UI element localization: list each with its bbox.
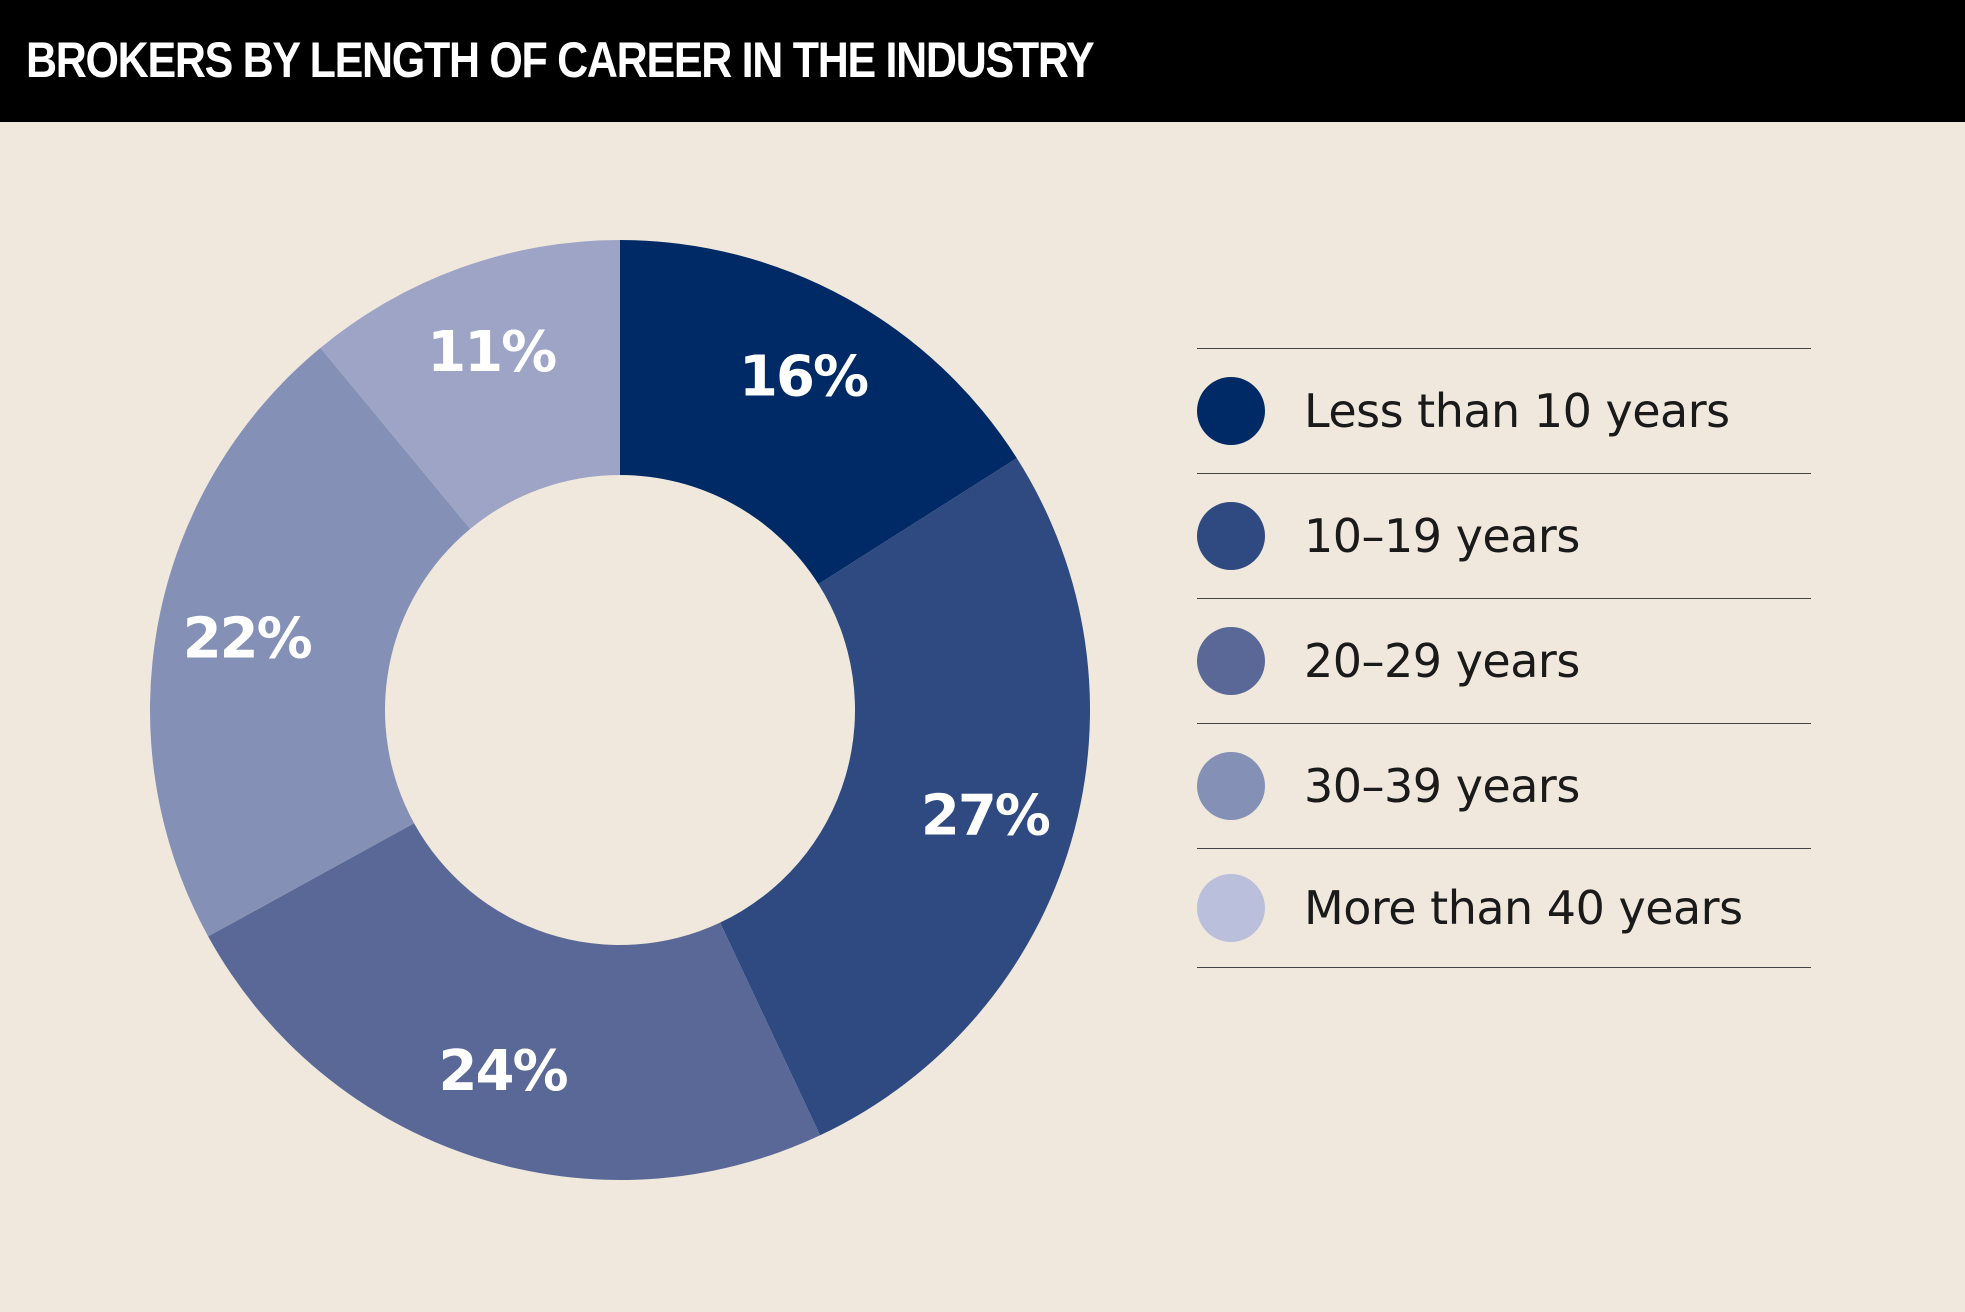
donut-slice-2 bbox=[720, 458, 1090, 1136]
legend-swatch bbox=[1197, 502, 1265, 570]
legend-item: 10–19 years bbox=[1197, 473, 1811, 598]
donut-slice-1 bbox=[620, 240, 1017, 585]
slice-label-2: 27% bbox=[921, 784, 1050, 849]
donut-slice-4 bbox=[150, 347, 471, 937]
legend-swatch bbox=[1197, 377, 1265, 445]
legend-label: 10–19 years bbox=[1304, 509, 1580, 563]
legend-swatch bbox=[1197, 627, 1265, 695]
chart-title: BROKERS BY LENGTH OF CAREER IN THE INDUS… bbox=[26, 32, 1095, 88]
slice-label-3: 24% bbox=[439, 1039, 568, 1104]
legend-item: More than 40 years bbox=[1197, 848, 1811, 968]
slice-label-4: 22% bbox=[183, 606, 312, 671]
legend-item: 20–29 years bbox=[1197, 598, 1811, 723]
legend-item: 30–39 years bbox=[1197, 723, 1811, 848]
legend-item: Less than 10 years bbox=[1197, 348, 1811, 473]
legend-swatch bbox=[1197, 752, 1265, 820]
header-bar: BROKERS BY LENGTH OF CAREER IN THE INDUS… bbox=[0, 0, 1965, 122]
legend-label: More than 40 years bbox=[1304, 881, 1743, 935]
legend-label: 20–29 years bbox=[1304, 634, 1580, 688]
chart-legend: Less than 10 years 10–19 years 20–29 years… bbox=[1197, 348, 1811, 968]
slice-label-1: 16% bbox=[739, 345, 868, 410]
slice-label-5: 11% bbox=[427, 320, 556, 385]
legend-label: Less than 10 years bbox=[1304, 384, 1730, 438]
donut-slice-5 bbox=[320, 240, 620, 529]
legend-swatch bbox=[1197, 874, 1265, 942]
legend-label: 30–39 years bbox=[1304, 759, 1580, 813]
donut-slice-3 bbox=[208, 823, 821, 1180]
